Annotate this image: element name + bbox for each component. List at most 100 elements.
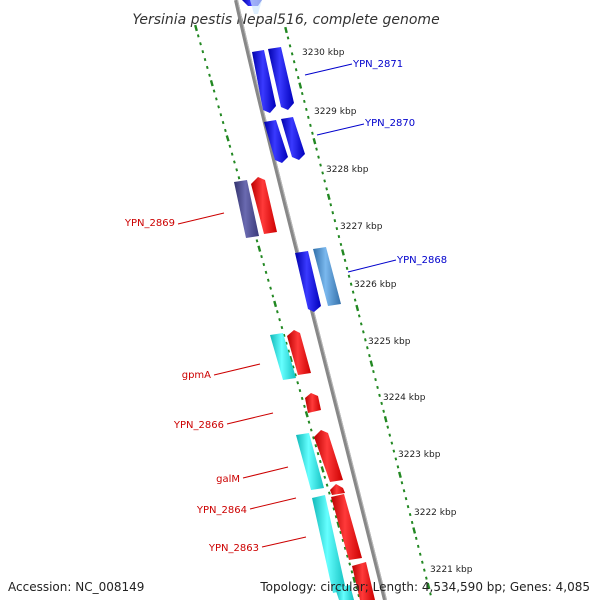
tick-mark xyxy=(332,507,336,511)
leader-line-ypn-2866 xyxy=(226,412,274,425)
tick-mark xyxy=(217,105,220,109)
tick-mark xyxy=(300,91,304,96)
tick-mark xyxy=(353,298,357,302)
tick-mark xyxy=(376,385,379,390)
tick-mark xyxy=(224,128,227,133)
tick-mark xyxy=(201,50,205,54)
feature-ypn-2864 xyxy=(331,494,362,560)
leader-line-ypn-2864 xyxy=(249,497,297,510)
tick-mark xyxy=(284,26,288,34)
tick-mark xyxy=(194,24,198,32)
feature-small-red xyxy=(330,484,345,495)
tick-mark xyxy=(359,322,363,326)
tick-mark xyxy=(416,544,420,548)
tick-mark xyxy=(303,404,306,408)
tick-mark xyxy=(388,433,392,437)
tick-mark xyxy=(328,491,331,495)
tick-mark xyxy=(221,120,225,125)
tick-mark xyxy=(296,76,300,80)
tick-mark xyxy=(312,436,315,440)
tick-mark xyxy=(331,211,335,215)
tick-mark xyxy=(390,441,394,445)
tick-mark xyxy=(307,420,311,424)
kbp-label: 3228 kbp xyxy=(326,165,369,175)
tick-mark xyxy=(257,245,262,252)
genome-summary-text: Topology: circular; Length: 4,534,590 bp… xyxy=(260,580,590,594)
tick-mark xyxy=(235,168,239,172)
genome-title: Yersinia pestis Nepal516, complete genom… xyxy=(132,12,439,28)
tick-mark xyxy=(298,82,303,89)
tick-mark xyxy=(278,318,281,322)
tick-mark xyxy=(300,396,304,401)
tick-mark xyxy=(209,79,214,87)
kbp-label: 3223 kbp xyxy=(398,450,441,460)
tick-mark xyxy=(219,113,223,117)
tick-mark xyxy=(303,99,306,104)
tick-mark xyxy=(352,576,357,584)
tick-mark xyxy=(426,582,431,590)
tick-mark xyxy=(346,554,349,558)
tick-mark xyxy=(298,388,302,393)
leader-line-ypn-2870 xyxy=(316,123,365,136)
feature-ypn-2868-a xyxy=(295,251,321,312)
tick-mark xyxy=(309,428,313,432)
tick-mark xyxy=(203,57,207,62)
kbp-label: 3226 kbp xyxy=(354,280,397,290)
tick-mark xyxy=(383,416,388,423)
feature-ypn-2871-b xyxy=(268,47,294,110)
gene-label-ypn-2870: YPN_2870 xyxy=(364,118,415,129)
tick-mark xyxy=(266,278,270,282)
tick-mark xyxy=(349,282,353,286)
tick-mark xyxy=(343,258,347,262)
tick-mark xyxy=(255,239,259,243)
tick-mark xyxy=(225,135,230,142)
kbp-label: 3225 kbp xyxy=(368,337,411,347)
tick-mark xyxy=(418,552,422,556)
feature-ypn-2868-steel xyxy=(313,247,341,306)
tick-mark xyxy=(410,520,414,525)
tick-mark xyxy=(347,274,351,278)
tick-mark xyxy=(364,338,367,342)
tick-mark xyxy=(336,521,341,528)
tick-mark xyxy=(380,401,383,405)
feature-ypn-2871-a xyxy=(252,50,276,113)
tick-mark xyxy=(414,536,418,540)
tick-mark xyxy=(233,160,236,164)
tick-mark xyxy=(357,593,361,598)
kbp-label: 3221 kbp xyxy=(430,565,473,575)
gene-label-ypn-2871: YPN_2871 xyxy=(352,59,403,70)
leader-line-gpma xyxy=(213,363,261,376)
tick-mark xyxy=(335,226,339,231)
tick-mark xyxy=(228,144,232,148)
gene-label-ypn-2869: YPN_2869 xyxy=(124,218,175,229)
tick-mark xyxy=(294,68,298,72)
tick-mark xyxy=(288,44,292,48)
tick-mark xyxy=(290,52,294,56)
tick-mark xyxy=(396,465,400,469)
tick-mark xyxy=(312,137,317,145)
tick-mark xyxy=(314,444,318,448)
tick-mark xyxy=(316,452,320,456)
tick-mark xyxy=(339,530,342,535)
tick-mark xyxy=(425,576,428,580)
kbp-label: 3229 kbp xyxy=(314,107,357,117)
tick-mark xyxy=(264,270,268,274)
leader-line-ypn-2871 xyxy=(304,63,353,76)
tick-mark xyxy=(337,234,341,239)
tick-mark xyxy=(378,393,381,398)
tick-mark xyxy=(280,325,284,330)
tick-mark xyxy=(325,483,329,487)
tick-mark xyxy=(285,341,288,345)
tick-mark xyxy=(329,203,333,207)
tick-mark xyxy=(406,505,410,509)
tick-mark xyxy=(374,377,377,382)
tick-mark xyxy=(215,97,218,101)
tick-mark xyxy=(325,187,328,191)
feature-ypn-2869 xyxy=(251,177,277,234)
tick-mark xyxy=(296,381,300,385)
tick-mark xyxy=(355,586,358,590)
feature-ypn-2869-slate xyxy=(234,180,259,238)
tick-mark xyxy=(404,497,408,501)
tick-mark xyxy=(318,459,322,464)
tick-mark xyxy=(319,163,322,167)
